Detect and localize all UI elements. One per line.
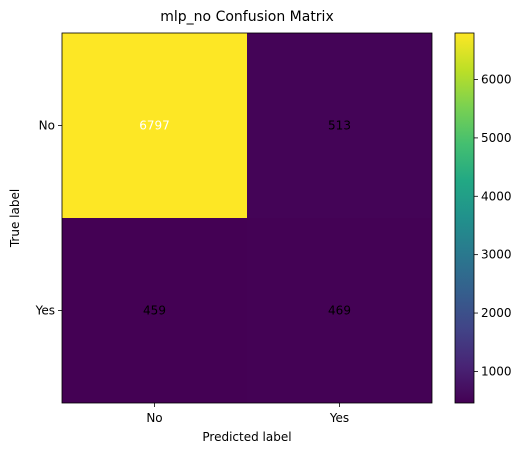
x-tick-label: Yes [329, 411, 349, 425]
cell-value-label: 459 [143, 304, 166, 318]
colorbar-tick-label: 4000 [481, 189, 512, 203]
colorbar-tick-label: 2000 [481, 306, 512, 320]
cell-value-label: 513 [328, 119, 351, 133]
x-axis-ticks: No Yes [146, 403, 349, 425]
heatmap-cell [62, 33, 247, 218]
x-tick-label: No [146, 411, 162, 425]
plot-frame [61, 32, 433, 404]
y-axis-ticks: No Yes [35, 119, 62, 318]
heatmap-cell-labels: 6797 513 459 469 [139, 119, 351, 318]
colorbar [454, 32, 475, 404]
y-axis-label: True label [8, 189, 22, 248]
x-axis-label: Predicted label [202, 430, 291, 444]
colorbar-tick-label: 3000 [481, 248, 512, 262]
heatmap-cells [62, 33, 432, 403]
colorbar-tick-label: 1000 [481, 364, 512, 378]
y-tick-label: No [39, 119, 55, 133]
colorbar-ticks: 1000 2000 3000 4000 5000 6000 [474, 73, 512, 378]
heatmap-cell [247, 33, 432, 218]
heatmap-cell [247, 218, 432, 403]
colorbar-tick-label: 6000 [481, 73, 512, 87]
heatmap-cell [62, 218, 247, 403]
chart-title: mlp_no Confusion Matrix [160, 9, 333, 25]
cell-value-label: 469 [328, 304, 351, 318]
y-tick-label: Yes [35, 304, 55, 318]
colorbar-tick-label: 5000 [481, 131, 512, 145]
cell-value-label: 6797 [139, 119, 170, 133]
